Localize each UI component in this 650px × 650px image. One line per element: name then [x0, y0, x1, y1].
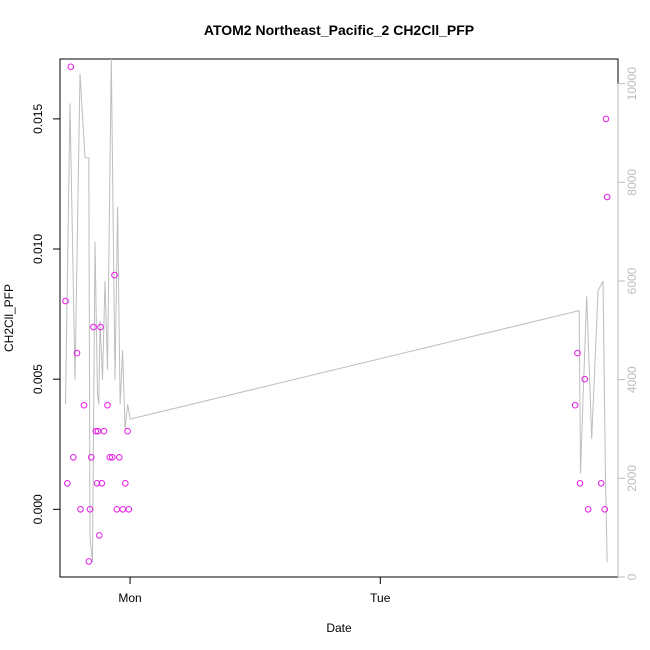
y2-tick-label: 6000 [625, 267, 639, 294]
x-tick-label: Mon [118, 591, 141, 605]
y2-tick-label: 8000 [625, 169, 639, 196]
data-point [124, 427, 131, 435]
data-point [70, 454, 77, 461]
series-line-layer [65, 58, 608, 563]
series-points-layer [62, 63, 611, 565]
data-point [64, 480, 71, 487]
data-point [122, 480, 129, 487]
data-point [96, 532, 103, 539]
y-axis-right: 0 2000 4000 6000 8000 10000 [617, 67, 639, 580]
x-axis: Mon Tue [118, 577, 391, 605]
data-point [581, 375, 589, 383]
data-point [106, 454, 114, 461]
series-line [65, 58, 608, 563]
data-point [90, 323, 97, 331]
data-point [584, 506, 592, 513]
data-point [88, 454, 95, 461]
data-point [601, 506, 609, 513]
data-point [574, 349, 581, 357]
data-point [62, 297, 69, 305]
x-axis-label: Date [326, 621, 352, 635]
y2-tick-label: 2000 [625, 465, 639, 492]
data-point [97, 323, 104, 331]
data-point [603, 193, 611, 201]
data-point [576, 480, 584, 487]
data-point [98, 480, 106, 487]
data-point [85, 558, 93, 565]
data-point [597, 480, 605, 487]
data-point [116, 454, 123, 461]
data-point [571, 401, 579, 409]
data-point [92, 427, 100, 435]
y2-tick-label: 10000 [625, 67, 639, 101]
data-point [77, 506, 84, 513]
data-point [73, 349, 81, 357]
data-point [100, 427, 108, 435]
y-tick-label: 0.010 [31, 234, 45, 264]
data-point [67, 63, 75, 71]
data-point [111, 271, 118, 279]
data-point [602, 115, 610, 123]
data-point [93, 480, 101, 487]
y-tick-label: 0.015 [31, 104, 45, 134]
y2-tick-label: 4000 [625, 366, 639, 393]
data-point [80, 401, 88, 409]
chart-title: ATOM2 Northeast_Pacific_2 CH2Cll_PFP [204, 22, 474, 38]
y-axis-left: 0.000 0.005 0.010 0.015 [31, 104, 60, 524]
y-tick-label: 0.005 [31, 364, 45, 394]
data-point [104, 401, 111, 409]
x-tick-label: Tue [370, 591, 391, 605]
y2-tick-label: 0 [625, 573, 639, 580]
y-tick-label: 0.000 [31, 494, 45, 524]
data-point [86, 506, 94, 513]
data-point [109, 454, 116, 461]
y-axis-label: CH2Cll_PFP [2, 284, 16, 352]
data-point [125, 506, 133, 513]
